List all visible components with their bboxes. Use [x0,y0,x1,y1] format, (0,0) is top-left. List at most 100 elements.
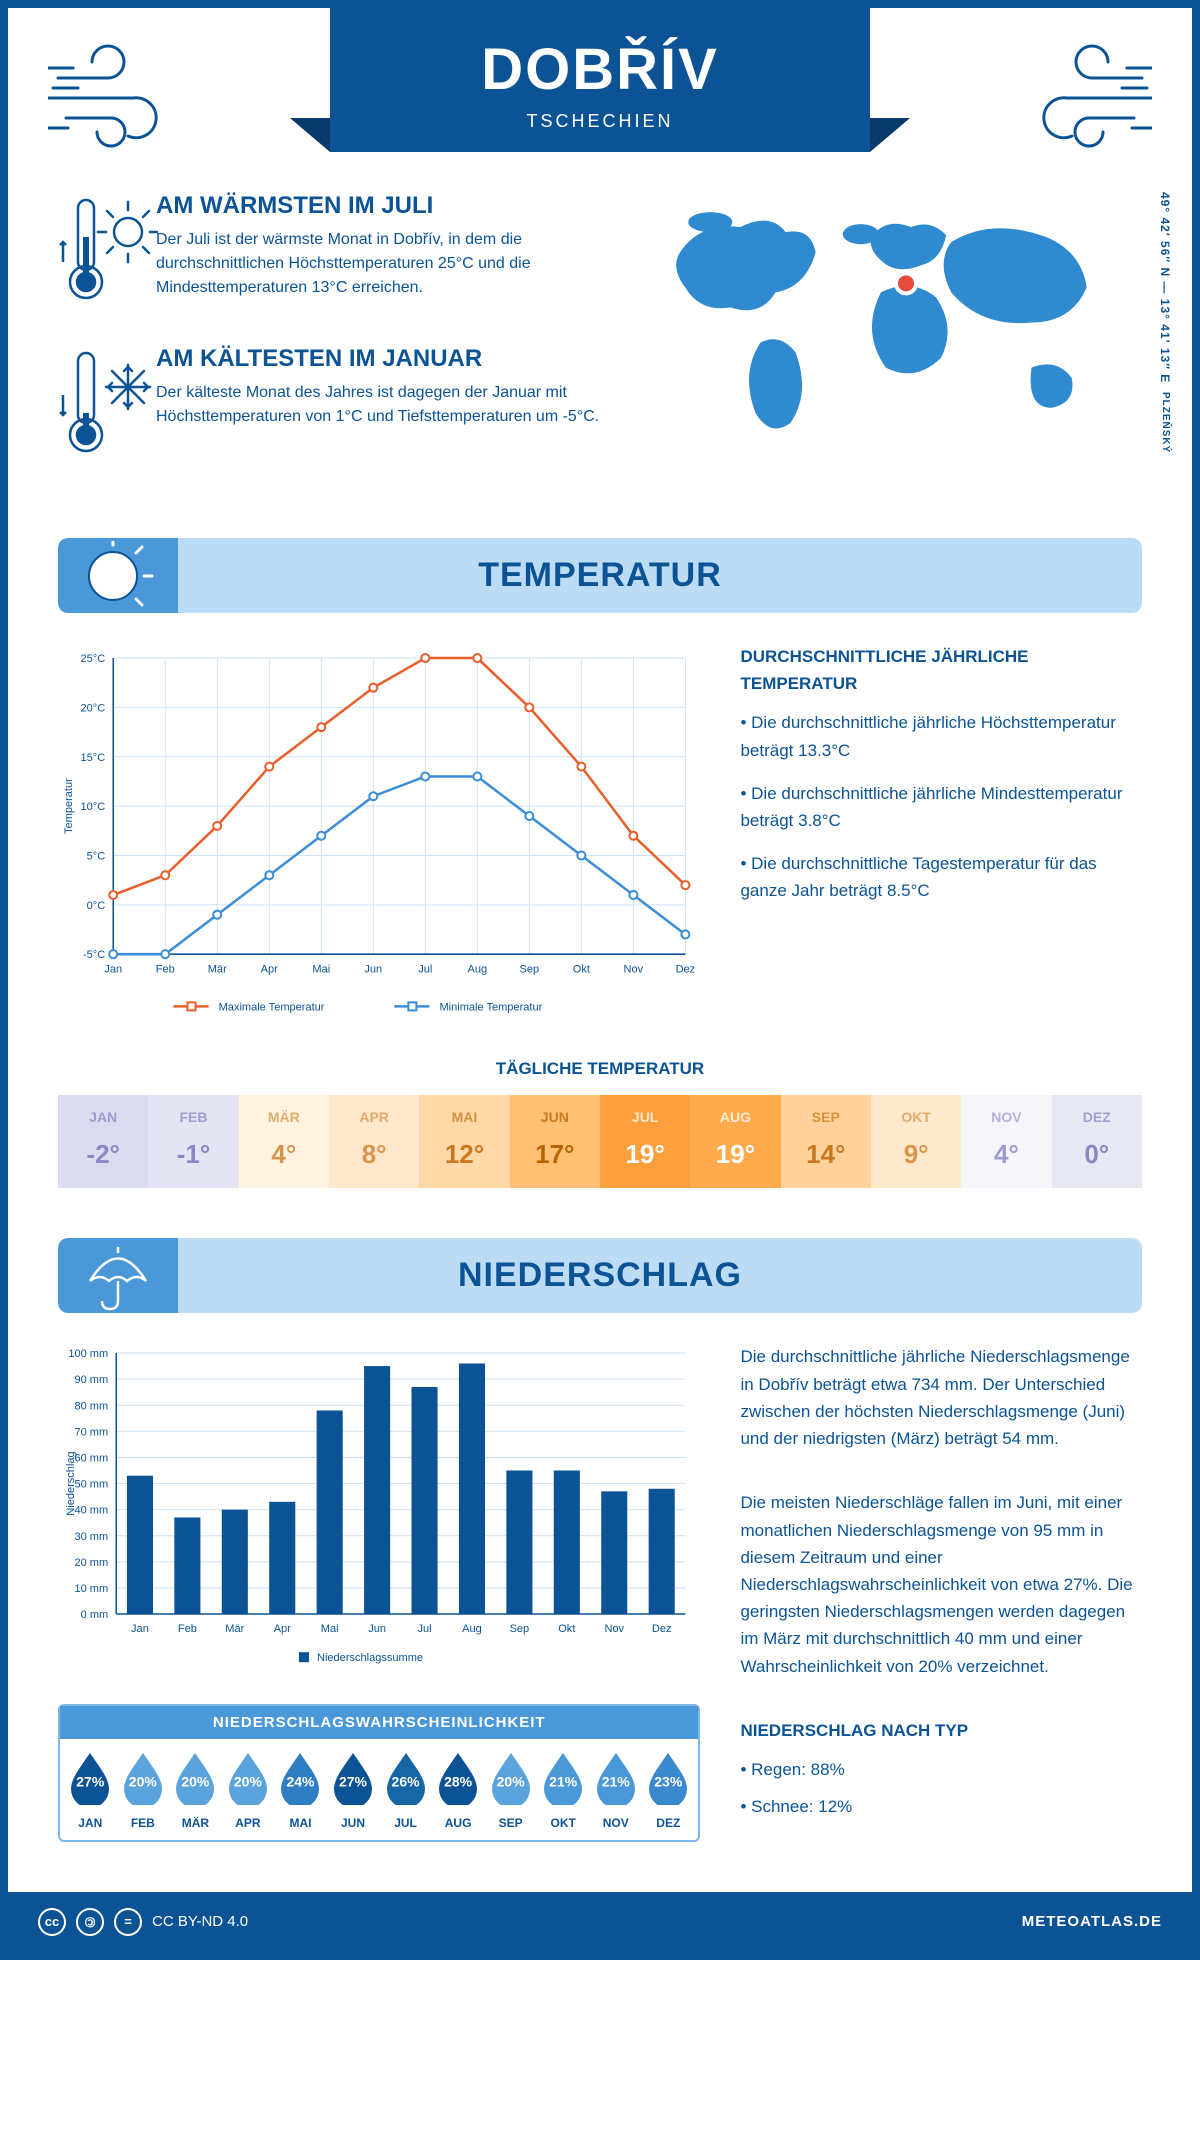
svg-text:Jun: Jun [364,963,382,975]
site-name: METEOATLAS.DE [1022,1913,1162,1930]
svg-text:Sep: Sep [520,963,540,975]
temp-bullet: • Die durchschnittliche jährliche Mindes… [740,780,1142,834]
svg-text:50 mm: 50 mm [74,1479,108,1491]
precip-probability-box: NIEDERSCHLAGSWAHRSCHEINLICHKEIT 27%JAN20… [58,1704,700,1842]
svg-text:Feb: Feb [178,1624,197,1636]
svg-text:100 mm: 100 mm [68,1349,108,1361]
svg-text:Temperatur: Temperatur [63,778,75,834]
prob-cell: 26%JUL [379,1751,432,1830]
svg-text:Nov: Nov [604,1624,624,1636]
country-subtitle: TSCHECHIEN [330,111,870,132]
svg-text:10°C: 10°C [81,801,106,813]
section-header-precipitation: NIEDERSCHLAG [58,1238,1142,1313]
city-title: DOBŘÍV [330,36,870,103]
prob-cell: 21%OKT [537,1751,590,1830]
fact-cold-text: Der kälteste Monat des Jahres ist dagege… [156,381,610,429]
svg-text:Mär: Mär [208,963,227,975]
svg-text:Feb: Feb [156,963,175,975]
svg-text:Mär: Mär [225,1624,244,1636]
fact-warm-title: AM WÄRMSTEN IM JULI [156,192,610,220]
svg-text:Jun: Jun [368,1624,386,1636]
svg-text:0 mm: 0 mm [81,1610,109,1622]
temp-text-heading: DURCHSCHNITTLICHE JÄHRLICHE TEMPERATUR [740,643,1142,697]
svg-text:30 mm: 30 mm [74,1531,108,1543]
fact-cold-title: AM KÄLTESTEN IM JANUAR [156,345,610,373]
prob-cell: 27%JUN [327,1751,380,1830]
title-banner: DOBŘÍV TSCHECHIEN [330,8,870,152]
svg-text:Okt: Okt [558,1624,575,1636]
daily-temp-title: TÄGLICHE TEMPERATUR [58,1059,1142,1079]
svg-text:Okt: Okt [573,963,590,975]
svg-text:Apr: Apr [274,1624,291,1636]
temperature-line-chart: -5°C0°C5°C10°C15°C20°C25°CJanFebMärAprMa… [58,643,700,1024]
svg-text:Sep: Sep [510,1624,530,1636]
prob-cell: 27%JAN [64,1751,117,1830]
svg-text:40 mm: 40 mm [74,1505,108,1517]
umbrella-icon [78,1241,158,1311]
prob-cell: 20%FEB [117,1751,170,1830]
precip-p2: Die meisten Niederschläge fallen im Juni… [740,1489,1142,1679]
daily-temp-cell: MAI12° [419,1095,509,1188]
coordinates: 49° 42′ 56″ N — 13° 41′ 13″ E PLZEŇSKÝ [1158,192,1172,453]
fact-warm-text: Der Juli ist der wärmste Monat in Dobřív… [156,228,610,300]
svg-text:Niederschlagssumme: Niederschlagssumme [317,1653,423,1665]
svg-text:0°C: 0°C [87,900,106,912]
fact-coldest: AM KÄLTESTEN IM JANUAR Der kälteste Mona… [58,345,610,470]
svg-text:Aug: Aug [468,963,488,975]
prob-cell: 21%NOV [589,1751,642,1830]
svg-text:Niederschlag: Niederschlag [65,1452,77,1516]
precip-type-item: • Regen: 88% [740,1756,1142,1783]
svg-text:Jan: Jan [104,963,122,975]
sun-icon [78,541,158,611]
fact-warmest: AM WÄRMSTEN IM JULI Der Juli ist der wär… [58,192,610,317]
svg-text:-5°C: -5°C [83,949,105,961]
daily-temp-cell: APR8° [329,1095,419,1188]
license-text: CC BY-ND 4.0 [152,1913,248,1930]
svg-text:Jul: Jul [417,1624,431,1636]
svg-text:20°C: 20°C [81,702,106,714]
svg-text:Aug: Aug [462,1624,482,1636]
daily-temp-cell: JAN-2° [58,1095,148,1188]
thermometer-snow-icon [58,345,158,465]
svg-text:80 mm: 80 mm [74,1401,108,1413]
svg-text:Minimale Temperatur: Minimale Temperatur [439,1001,542,1013]
by-icon: 🄯 [76,1908,104,1936]
svg-text:70 mm: 70 mm [74,1427,108,1439]
precip-p1: Die durchschnittliche jährliche Niedersc… [740,1343,1142,1452]
svg-text:10 mm: 10 mm [74,1583,108,1595]
precip-type-item: • Schnee: 12% [740,1793,1142,1820]
svg-text:Mai: Mai [312,963,330,975]
svg-text:90 mm: 90 mm [74,1375,108,1387]
svg-text:Apr: Apr [261,963,278,975]
temp-bullet: • Die durchschnittliche jährliche Höchst… [740,709,1142,763]
svg-text:Jan: Jan [131,1624,149,1636]
nd-icon: = [114,1908,142,1936]
prob-cell: 20%MÄR [169,1751,222,1830]
svg-text:5°C: 5°C [87,850,106,862]
daily-temp-cell: JUN17° [510,1095,600,1188]
wind-icon [48,38,188,158]
prob-cell: 23%DEZ [642,1751,695,1830]
daily-temp-cell: NOV4° [961,1095,1051,1188]
svg-text:20 mm: 20 mm [74,1557,108,1569]
daily-temp-cell: AUG19° [690,1095,780,1188]
svg-text:25°C: 25°C [81,653,106,665]
wind-icon [1012,38,1152,158]
daily-temp-cell: SEP14° [781,1095,871,1188]
daily-temp-cell: JUL19° [600,1095,690,1188]
thermometer-sun-icon [58,192,158,312]
daily-temp-cell: FEB-1° [148,1095,238,1188]
svg-text:Maximale Temperatur: Maximale Temperatur [219,1001,325,1013]
daily-temp-cell: MÄR4° [239,1095,329,1188]
daily-temp-cell: DEZ0° [1052,1095,1142,1188]
svg-text:Jul: Jul [418,963,432,975]
prob-cell: 24%MAI [274,1751,327,1830]
world-map [640,192,1142,453]
svg-text:Nov: Nov [624,963,644,975]
section-header-temperature: TEMPERATUR [58,538,1142,613]
daily-temp-cell: OKT9° [871,1095,961,1188]
footer: cc 🄯 = CC BY-ND 4.0 METEOATLAS.DE [8,1892,1192,1952]
svg-text:Dez: Dez [676,963,696,975]
svg-text:Dez: Dez [652,1624,672,1636]
prob-cell: 20%SEP [484,1751,537,1830]
